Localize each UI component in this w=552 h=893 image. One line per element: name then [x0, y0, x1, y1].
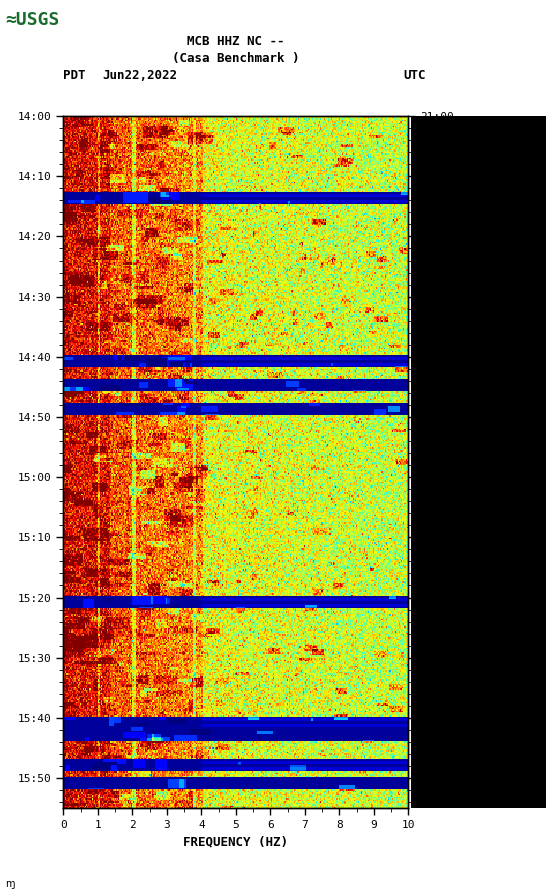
Text: MCB HHZ NC --: MCB HHZ NC -- — [187, 36, 285, 48]
Text: (Casa Benchmark ): (Casa Benchmark ) — [172, 53, 300, 65]
Text: PDT: PDT — [63, 69, 86, 81]
X-axis label: FREQUENCY (HZ): FREQUENCY (HZ) — [183, 836, 289, 848]
Text: ≈USGS: ≈USGS — [6, 11, 60, 29]
Text: Jun22,2022: Jun22,2022 — [102, 69, 177, 81]
Text: UTC: UTC — [403, 69, 426, 81]
Text: ɱ: ɱ — [6, 879, 15, 889]
